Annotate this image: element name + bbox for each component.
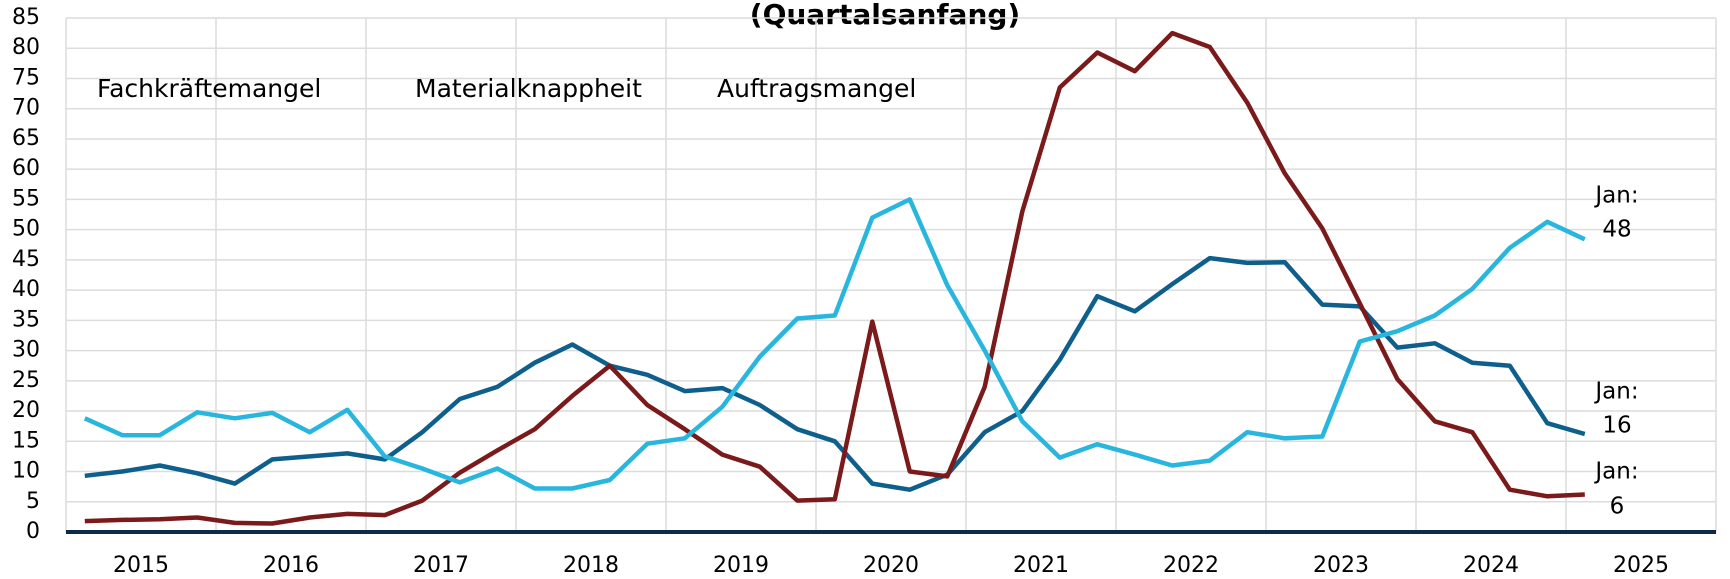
y-tick-label: 80: [12, 35, 40, 60]
legend-label: Auftragsmangel: [717, 74, 916, 103]
x-tick-label: 2024: [1463, 553, 1519, 578]
x-tick-label: 2020: [863, 553, 919, 578]
end-label: Jan:: [1593, 459, 1638, 485]
x-tick-label: 2015: [113, 553, 169, 578]
y-tick-label: 60: [12, 156, 40, 181]
y-tick-label: 15: [12, 428, 40, 453]
end-label: 16: [1602, 413, 1631, 439]
end-label: 48: [1602, 217, 1631, 243]
x-tick-label: 2021: [1013, 553, 1069, 578]
y-tick-label: 10: [12, 459, 40, 484]
end-label: Jan:: [1593, 379, 1638, 405]
y-tick-label: 20: [12, 398, 40, 423]
series-line: [83, 197, 1586, 491]
y-tick-label: 25: [12, 368, 40, 393]
y-tick-label: 70: [12, 96, 40, 121]
x-tick-label: 2017: [413, 553, 469, 578]
y-tick-label: 55: [12, 186, 40, 211]
y-tick-label: 5: [26, 489, 40, 514]
x-tick-label: 2023: [1313, 553, 1369, 578]
end-label: 6: [1610, 494, 1625, 520]
end-label: Jan:: [1593, 183, 1638, 209]
y-tick-label: 0: [26, 519, 40, 544]
y-tick-label: 85: [12, 5, 40, 30]
x-tick-label: 2016: [263, 553, 319, 578]
legend-label: Fachkräftemangel: [97, 74, 321, 103]
y-tick-label: 65: [12, 126, 40, 151]
series-line: [84, 30, 1585, 526]
x-tick-label: 2019: [713, 553, 769, 578]
legend-label: Materialknappheit: [415, 74, 642, 103]
x-tick-label: 2018: [563, 553, 619, 578]
y-tick-label: 40: [12, 277, 40, 302]
y-tick-label: 45: [12, 247, 40, 272]
chart-title: (Quartalsanfang): [750, 0, 1020, 31]
y-tick-label: 35: [12, 307, 40, 332]
y-tick-label: 75: [12, 65, 40, 90]
x-tick-label: 2022: [1163, 553, 1219, 578]
x-tick-label: 2025: [1613, 553, 1669, 578]
series-line: [84, 255, 1586, 492]
y-tick-label: 50: [12, 217, 40, 242]
y-tick-label: 30: [12, 338, 40, 363]
